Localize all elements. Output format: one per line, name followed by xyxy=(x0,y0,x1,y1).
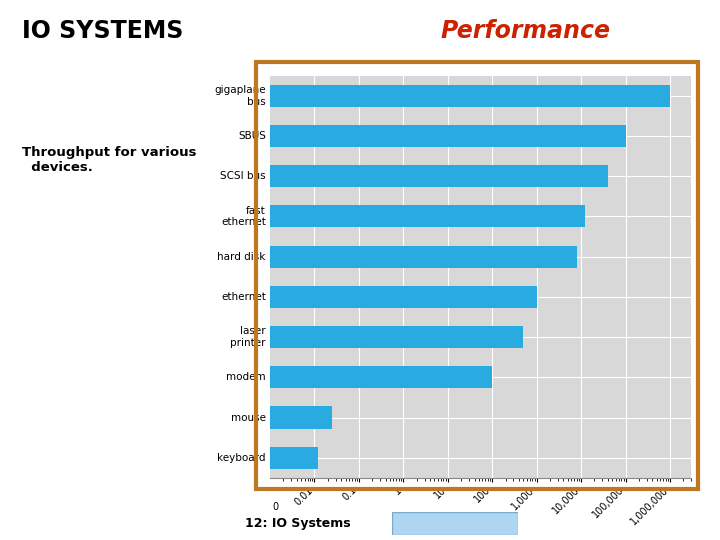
Text: Performance: Performance xyxy=(441,19,611,43)
Text: 0: 0 xyxy=(272,502,278,512)
Bar xyxy=(0,286,536,308)
Bar xyxy=(0,125,626,147)
Bar xyxy=(0,246,577,268)
Bar xyxy=(0,407,332,429)
FancyBboxPatch shape xyxy=(392,512,518,535)
Bar xyxy=(0,447,318,469)
Text: IO SYSTEMS: IO SYSTEMS xyxy=(22,19,183,43)
Text: Throughput for various
  devices.: Throughput for various devices. xyxy=(22,146,196,174)
Bar xyxy=(0,165,608,187)
Bar xyxy=(0,366,492,388)
Text: 12: IO Systems: 12: IO Systems xyxy=(245,517,351,530)
Bar xyxy=(0,205,585,227)
Bar xyxy=(0,326,523,348)
Bar xyxy=(0,85,670,107)
Text: Figure 13.12: Figure 13.12 xyxy=(418,517,492,530)
